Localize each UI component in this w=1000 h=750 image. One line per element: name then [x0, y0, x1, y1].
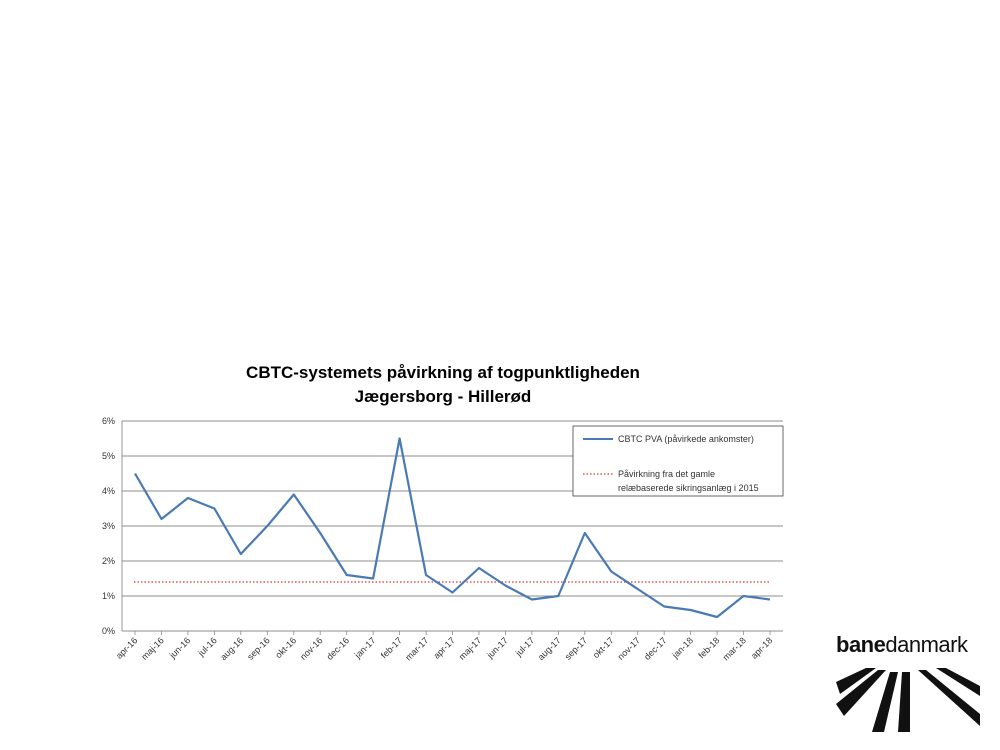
- x-tick-label: maj-16: [139, 635, 166, 662]
- x-tick-label: dec-17: [642, 635, 669, 662]
- y-tick-label: 2%: [102, 556, 115, 566]
- legend-label-2015-line2: relæbaserede sikringsanlæg i 2015: [618, 483, 759, 493]
- legend-label-cbtc: CBTC PVA (påvirkede ankomster): [618, 434, 754, 444]
- grid: [121, 420, 783, 632]
- x-tick-label: nov-17: [616, 635, 643, 662]
- x-tick-label: maj-17: [457, 635, 484, 662]
- series-line-cbtc: [134, 437, 771, 619]
- x-tick-label: jul-17: [513, 635, 536, 658]
- y-tick-label: 6%: [102, 416, 115, 426]
- chart-title-line2: Jægersborg - Hillerød: [355, 387, 532, 406]
- legend-box: [572, 425, 784, 497]
- y-axis-ticks: 0% 1% 2% 3% 4% 5% 6%: [102, 416, 115, 636]
- logo-word-bold: bane: [836, 632, 886, 657]
- y-tick-label: 3%: [102, 521, 115, 531]
- banedanmark-logo: banedanmark: [836, 632, 980, 732]
- x-tick-label: okt-16: [273, 635, 298, 660]
- logo-word-light: danmark: [885, 632, 968, 657]
- x-tick-label: dec-16: [325, 635, 352, 662]
- x-tick-label: aug-17: [536, 635, 563, 662]
- x-tick-label: apr-18: [749, 635, 774, 660]
- x-tick-label: mar-18: [721, 635, 748, 662]
- chart-title-line1: CBTC-systemets påvirkning af togpunktlig…: [246, 363, 640, 382]
- x-tick-label: aug-16: [218, 635, 245, 662]
- x-tick-label: okt-17: [591, 635, 616, 660]
- x-tick-label: jun-17: [484, 635, 509, 660]
- y-tick-label: 0%: [102, 626, 115, 636]
- legend: CBTC PVA (påvirkede ankomster) Påvirknin…: [572, 425, 784, 497]
- y-tick-label: 1%: [102, 591, 115, 601]
- rail-tracks-icon: [836, 668, 980, 732]
- x-tick-label: mar-17: [403, 635, 430, 662]
- x-tick-label: apr-16: [114, 635, 139, 660]
- x-tick-label: feb-17: [379, 635, 404, 660]
- y-tick-label: 4%: [102, 486, 115, 496]
- legend-label-2015-line1: Påvirkning fra det gamle: [618, 469, 715, 479]
- logo-wordmark: banedanmark: [836, 632, 968, 658]
- x-tick-label: sep-17: [563, 635, 590, 662]
- x-tick-label: jan-18: [670, 635, 695, 660]
- x-tick-label: jul-16: [195, 635, 218, 658]
- x-tick-label: jan-17: [352, 635, 377, 660]
- x-tick-label: jun-16: [167, 635, 192, 660]
- x-axis-ticks: apr-16 maj-16 jun-16 jul-16 aug-16 sep-16 okt-…: [114, 631, 774, 663]
- x-tick-label: sep-16: [245, 635, 272, 662]
- y-tick-label: 5%: [102, 451, 115, 461]
- x-tick-label: apr-17: [431, 635, 456, 660]
- series: [134, 437, 771, 619]
- x-tick-label: nov-16: [298, 635, 325, 662]
- x-tick-label: feb-18: [696, 635, 721, 660]
